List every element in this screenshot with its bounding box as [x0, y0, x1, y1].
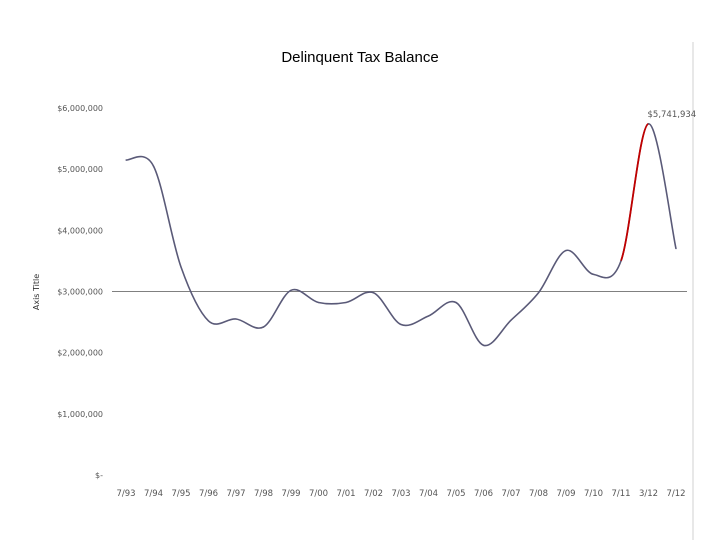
data-point	[647, 123, 650, 125]
x-tick-label: 7/09	[556, 489, 575, 499]
y-tick-label: $6,000,000	[57, 104, 103, 113]
x-tick-label: 7/07	[501, 489, 520, 499]
x-tick-label: 7/98	[254, 489, 273, 499]
x-tick-label: 7/04	[419, 489, 438, 499]
data-point	[290, 289, 292, 291]
data-point	[427, 315, 430, 317]
data-point	[675, 248, 677, 250]
x-tick-label: 7/97	[226, 489, 245, 499]
data-point	[345, 301, 347, 304]
data-point	[207, 320, 210, 322]
y-axis-label: Axis Title	[32, 274, 41, 310]
x-tick-label: 7/05	[446, 489, 465, 499]
data-point	[620, 260, 622, 262]
y-tick-label: $4,000,000	[57, 226, 103, 235]
x-tick-label: 7/93	[116, 489, 135, 499]
x-tick-label: 7/10	[584, 489, 603, 499]
data-point	[235, 318, 237, 320]
x-tick-label: 7/12	[666, 489, 685, 499]
data-point	[125, 159, 127, 161]
y-tick-label: $1,000,000	[57, 410, 103, 419]
x-tick-label: 3/12	[639, 489, 658, 499]
chart-title: Delinquent Tax Balance	[281, 49, 439, 66]
data-point	[152, 165, 155, 167]
x-tick-label: 7/06	[474, 489, 493, 499]
y-tick-label: $5,000,000	[57, 165, 103, 174]
data-point	[180, 266, 182, 268]
x-tick-label: 7/96	[199, 489, 218, 499]
data-point	[482, 344, 485, 346]
data-point	[400, 323, 402, 326]
highlight-segment	[620, 122, 650, 262]
x-tick-label: 7/00	[309, 489, 328, 499]
data-point	[537, 292, 540, 294]
x-tick-label: 7/01	[336, 489, 355, 499]
y-tick-label: $3,000,000	[57, 288, 103, 297]
x-tick-label: 7/08	[529, 489, 548, 499]
series-line	[125, 122, 677, 347]
x-tick-label: 7/94	[144, 489, 163, 499]
data-point	[455, 301, 457, 304]
data-point	[262, 326, 265, 328]
x-tick-label: 7/03	[391, 489, 410, 499]
x-tick-label: 7/99	[281, 489, 300, 499]
y-tick-label: $2,000,000	[57, 349, 103, 358]
y-tick-label: $-	[95, 471, 103, 480]
data-point	[372, 292, 375, 294]
x-tick-label: 7/95	[171, 489, 190, 499]
data-point	[510, 319, 512, 321]
x-tick-label: 7/02	[364, 489, 383, 499]
data-point	[317, 301, 320, 304]
data-point	[592, 273, 595, 275]
x-tick-label: 7/11	[611, 489, 630, 499]
peak-value-label: $5,741,934	[648, 110, 697, 120]
data-point	[565, 249, 567, 252]
